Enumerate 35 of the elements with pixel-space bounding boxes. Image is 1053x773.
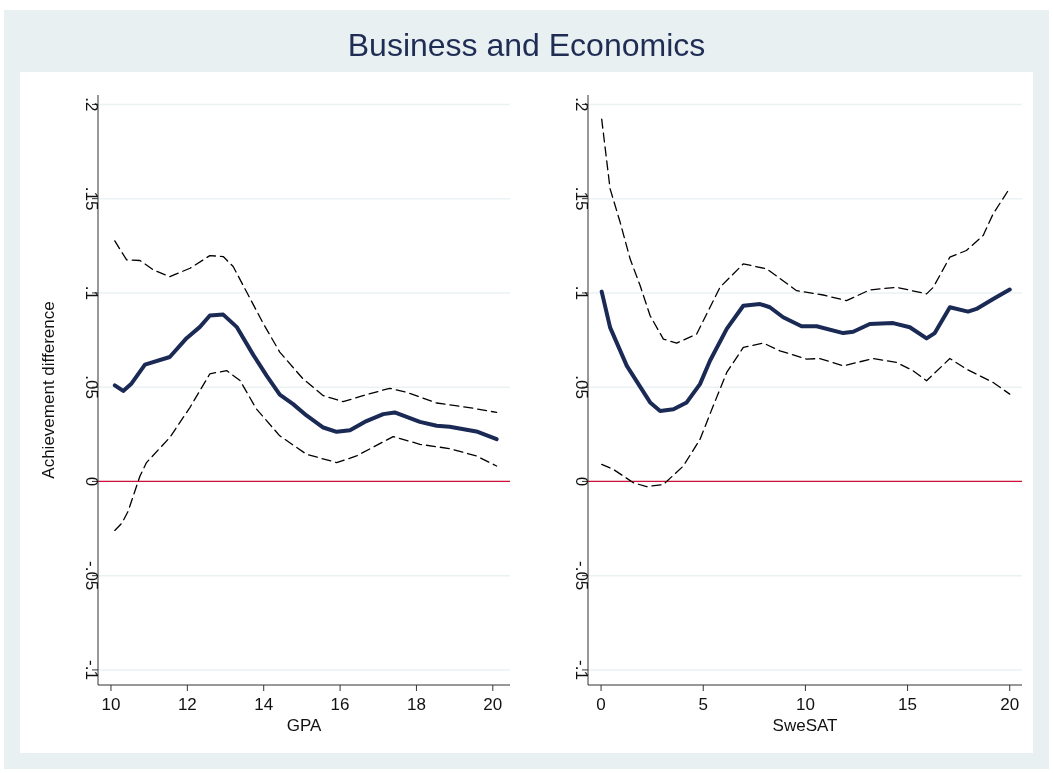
y-tick-label: -.1: [572, 660, 591, 680]
y-tick-label: .15: [572, 186, 591, 211]
x-tick-label: 10: [795, 695, 815, 714]
x-axis-title: SweSAT: [772, 716, 838, 735]
x-tick-label: 15: [898, 695, 918, 714]
y-axis-title: Achievement difference: [39, 301, 58, 479]
y-tick-label: .05: [82, 375, 101, 399]
y-tick-label: .05: [572, 375, 591, 399]
y-tick-label: -.05: [82, 561, 101, 591]
y-tick-label: 0: [572, 476, 591, 487]
line-series: [599, 287, 1012, 413]
x-axis-title: GPA: [286, 716, 322, 735]
line-series: [114, 240, 498, 414]
x-tick-label: 5: [698, 695, 708, 714]
x-tick-label: 16: [330, 695, 350, 714]
y-tick-label: .1: [572, 285, 591, 301]
y-tick-label: -.1: [82, 660, 101, 680]
x-tick-label: 18: [406, 695, 426, 714]
x-tick-label: 20: [1000, 695, 1020, 714]
y-tick-label: 0: [82, 476, 101, 487]
y-tick-label: .2: [572, 97, 591, 112]
line-series: [601, 118, 1009, 344]
y-tick-label: .2: [82, 97, 101, 112]
line-series: [601, 342, 1011, 488]
x-tick-label: 12: [177, 695, 197, 714]
y-tick-label: .15: [82, 186, 101, 211]
x-tick-label: 0: [596, 695, 606, 714]
y-tick-label: -.05: [572, 561, 591, 591]
chart-title: Business and Economics: [347, 27, 706, 63]
y-tick-label: .1: [82, 285, 101, 301]
x-tick-label: 14: [254, 695, 274, 714]
line-series: [114, 369, 498, 532]
x-tick-label: 20: [483, 695, 503, 714]
line-series: [112, 312, 499, 442]
x-tick-label: 10: [101, 695, 121, 714]
